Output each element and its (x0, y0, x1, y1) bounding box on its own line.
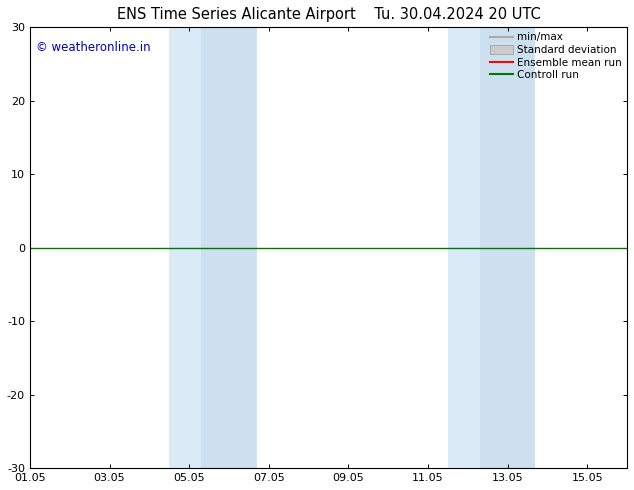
Text: © weatheronline.in: © weatheronline.in (36, 41, 150, 53)
Title: ENS Time Series Alicante Airport    Tu. 30.04.2024 20 UTC: ENS Time Series Alicante Airport Tu. 30.… (117, 7, 540, 22)
Bar (201, 27, 257, 468)
Bar (448, 27, 480, 468)
Legend: min/max, Standard deviation, Ensemble mean run, Controll run: min/max, Standard deviation, Ensemble me… (488, 30, 624, 82)
Bar (480, 27, 536, 468)
Bar (169, 27, 201, 468)
